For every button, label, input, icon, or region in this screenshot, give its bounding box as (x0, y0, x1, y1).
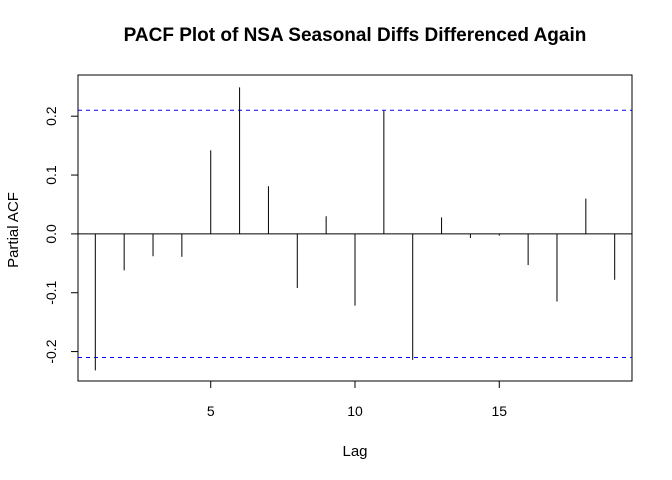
x-tick-label-10: 10 (347, 403, 363, 419)
x-axis-label: Lag (342, 443, 367, 460)
y-tick-label-1: -0.1 (43, 280, 59, 304)
y-tick-label-4: 0.2 (43, 106, 59, 126)
y-axis-label: Partial ACF (5, 192, 22, 268)
plot-area: 5 10 15 -0.2 -0.1 0.0 0.1 0.2 (43, 74, 633, 419)
y-tick-label-3: 0.1 (43, 165, 59, 185)
x-tick-label-15: 15 (491, 403, 507, 419)
chart-title: PACF Plot of NSA Seasonal Diffs Differen… (124, 25, 587, 46)
x-tick-label-5: 5 (207, 403, 215, 419)
y-tick-label-0: -0.2 (43, 339, 59, 363)
plot-frame (77, 74, 633, 382)
y-tick-label-2: 0.0 (43, 224, 59, 244)
